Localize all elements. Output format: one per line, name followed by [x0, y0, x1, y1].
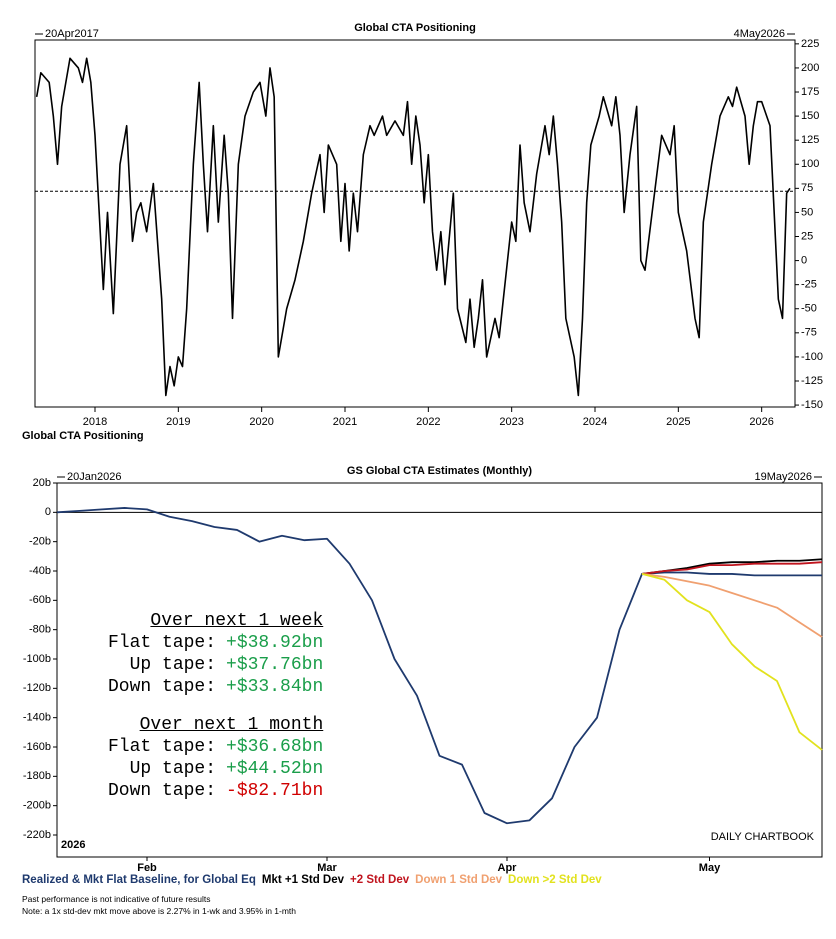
y-tick-label: -125: [801, 375, 823, 387]
y-tick-label: 50: [801, 206, 813, 218]
note: Past performance is not indicative of fu…: [22, 894, 211, 904]
y-tick-label: -100: [801, 351, 823, 363]
y-tick-label: 20b: [33, 477, 51, 489]
annotation-heading-row: Over next 1 week: [108, 610, 323, 632]
y-tick-label: -20b: [29, 536, 51, 548]
x-tick-label: 2018: [83, 416, 107, 428]
y-tick-label: 100: [801, 158, 819, 170]
series-line: [641, 561, 823, 575]
annotation-row: Up tape: +$37.76bn: [108, 654, 324, 676]
y-tick-label: -160b: [23, 741, 51, 753]
annotation-row: Down tape: +$33.84bn: [108, 676, 323, 698]
watermark: DAILY CHARTBOOK: [711, 831, 815, 843]
annotation-value: -$82.71bn: [226, 781, 324, 801]
x-tick-label: 2025: [666, 416, 690, 428]
start-label: 20Apr2017: [45, 28, 99, 40]
annotation-gap: [108, 698, 323, 714]
end-label: 4May2026: [734, 28, 785, 40]
note: Note: a 1x std-dev mkt move above is 2.2…: [22, 906, 297, 916]
notes: Past performance is not indicative of fu…: [22, 893, 296, 917]
annotation-value: +$37.76bn: [226, 655, 324, 675]
annotation-label: Down tape:: [108, 677, 217, 697]
footer-label: Global CTA Positioning: [22, 430, 144, 442]
legend-entry: Down >2 Std Dev: [508, 874, 602, 886]
y-tick-label: 175: [801, 86, 819, 98]
y-tick-label: -220b: [23, 829, 51, 841]
series-line: [641, 573, 823, 638]
x-tick-label: Feb: [137, 862, 157, 874]
y-tick-label: -150: [801, 399, 823, 411]
legend-entry: Down 1 Std Dev: [415, 874, 503, 886]
y-tick-label: -200b: [23, 800, 51, 812]
chart-title: Global CTA Positioning: [354, 22, 476, 34]
annotation-value: +$33.84bn: [226, 677, 324, 697]
annotation-value: +$38.92bn: [226, 633, 324, 653]
annotation-table: Over next 1 week Flat tape: +$38.92bn Up ta…: [108, 610, 323, 802]
y-tick-label: 150: [801, 110, 819, 122]
y-tick-label: -180b: [23, 770, 51, 782]
y-tick-label: 0: [45, 506, 51, 518]
annotation-value: +$36.68bn: [226, 737, 324, 757]
y-tick-label: 75: [801, 182, 813, 194]
annotation-row: Up tape: +$44.52bn: [108, 758, 324, 780]
annotation-label: Flat tape:: [108, 633, 217, 653]
x-tick-label: 2022: [416, 416, 440, 428]
x-tick-label: Apr: [498, 862, 518, 874]
y-tick-label: -40b: [29, 565, 51, 577]
x-tick-label: 2021: [333, 416, 357, 428]
annotation-box: Over next 1 week Flat tape: +$38.92bn Up ta…: [108, 610, 323, 802]
annotation-row: Flat tape: +$36.68bn: [108, 736, 323, 758]
annotation-row: Down tape: -$82.71bn: [108, 780, 323, 802]
y-tick-label: 200: [801, 62, 819, 74]
y-tick-label: -140b: [23, 712, 51, 724]
x-tick-label: 2023: [499, 416, 523, 428]
start-label: 20Jan2026: [67, 471, 121, 483]
y-tick-label: -80b: [29, 624, 51, 636]
annotation-heading: Over next 1 week: [150, 611, 324, 631]
legend-entry: Realized & Mkt Flat Baseline, for Global…: [22, 874, 256, 886]
y-tick-label: -50: [801, 303, 817, 315]
y-tick-label: 225: [801, 38, 819, 50]
end-label: 19May2026: [755, 471, 813, 483]
plot-frame: [56, 482, 823, 858]
annotation-label: Down tape:: [108, 781, 217, 801]
x-tick-label: May: [699, 862, 721, 874]
annotation-value: +$44.52bn: [226, 759, 324, 779]
y-tick-label: -100b: [23, 653, 51, 665]
x-tick-label: Mar: [317, 862, 337, 874]
series-line: [35, 57, 791, 397]
y-tick-label: -120b: [23, 682, 51, 694]
x-tick-label: 2026: [749, 416, 773, 428]
series-line: [56, 507, 822, 825]
plot-frame: [34, 39, 796, 408]
y-tick-label: -60b: [29, 594, 51, 606]
annotation-label: Up tape:: [129, 759, 217, 779]
annotation-heading: Over next 1 month: [139, 715, 324, 735]
series-line: [641, 573, 823, 751]
annotation-label: Flat tape:: [108, 737, 217, 757]
y-tick-label: 25: [801, 230, 813, 242]
x-tick-label: 2019: [166, 416, 190, 428]
spacer: [108, 698, 323, 714]
annotation-label: Up tape:: [129, 655, 217, 675]
annotation-row: Flat tape: +$38.92bn: [108, 632, 323, 654]
y-tick-label: -25: [801, 279, 817, 291]
annotation-heading-row: Over next 1 month: [108, 714, 324, 736]
legend-entry: Mkt +1 Std Dev: [261, 874, 345, 886]
y-tick-label: 0: [801, 254, 807, 266]
x-tick-label: 2024: [583, 416, 607, 428]
year-label: 2026: [61, 839, 85, 851]
y-tick-label: -75: [801, 327, 817, 339]
x-tick-label: 2020: [249, 416, 273, 428]
legend: Realized & Mkt Flat Baseline, for Global…: [22, 874, 608, 886]
chart-title: GS Global CTA Estimates (Monthly): [347, 465, 533, 477]
legend-entry: +2 Std Dev: [350, 874, 410, 886]
y-tick-label: 125: [801, 134, 819, 146]
